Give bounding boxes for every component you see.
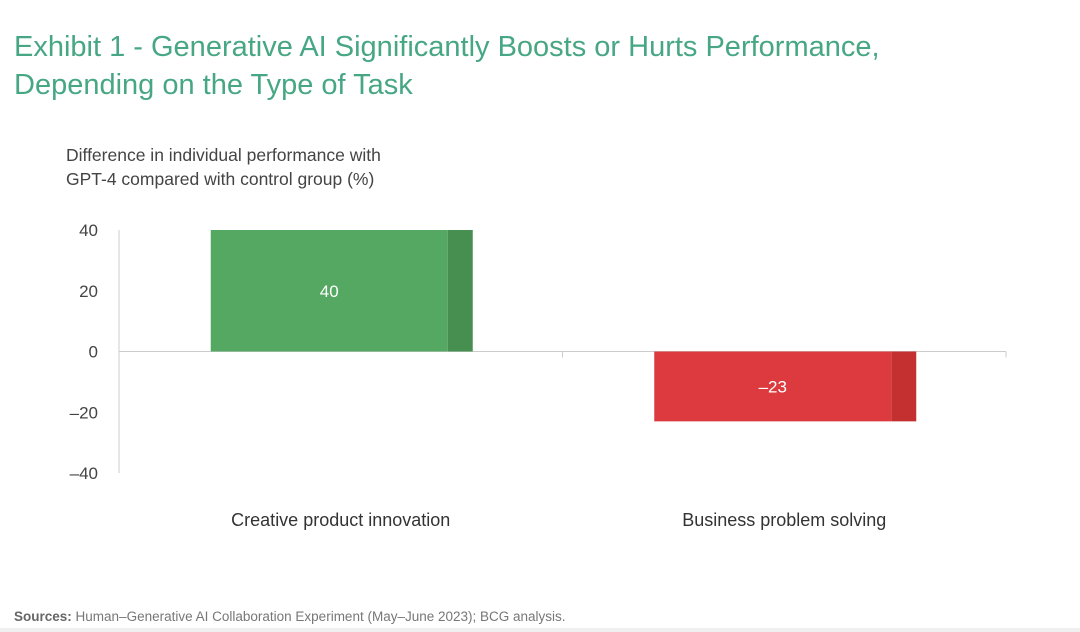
- bar-data-label: 40: [320, 282, 339, 301]
- bar-shade: [891, 351, 917, 422]
- sources-text: Human–Generative AI Collaboration Experi…: [75, 609, 566, 624]
- chart-title: Exhibit 1 - Generative AI Significantly …: [14, 28, 1054, 104]
- x-category-label: Business problem solving: [682, 510, 886, 530]
- bottom-divider: [0, 628, 1080, 632]
- sources-note: Sources: Human–Generative AI Collaborati…: [14, 609, 566, 624]
- bar: [210, 230, 448, 352]
- y-tick-label: 40: [79, 221, 98, 240]
- y-tick-label: –20: [70, 403, 98, 422]
- bar-chart: 40 20 0 –20 –40 40 Creative product innovation…: [70, 221, 1007, 530]
- chart-title-line-1: Exhibit 1 - Generative AI Significantly …: [14, 31, 880, 63]
- y-tick-label: 0: [89, 343, 98, 362]
- y-tick-label: –40: [70, 464, 98, 483]
- y-tick-label: 20: [79, 282, 98, 301]
- y-axis-label: Difference in individual performance wit…: [66, 143, 486, 191]
- bar-shade: [447, 230, 473, 352]
- bar: [654, 351, 892, 422]
- bar-data-label: –23: [759, 377, 787, 396]
- y-axis-label-line-2: GPT-4 compared with control group (%): [66, 169, 375, 189]
- y-axis-label-line-1: Difference in individual performance wit…: [66, 145, 381, 165]
- x-category-label: Creative product innovation: [231, 510, 450, 530]
- chart-title-line-2: Depending on the Type of Task: [14, 69, 413, 101]
- sources-label: Sources:: [14, 609, 72, 624]
